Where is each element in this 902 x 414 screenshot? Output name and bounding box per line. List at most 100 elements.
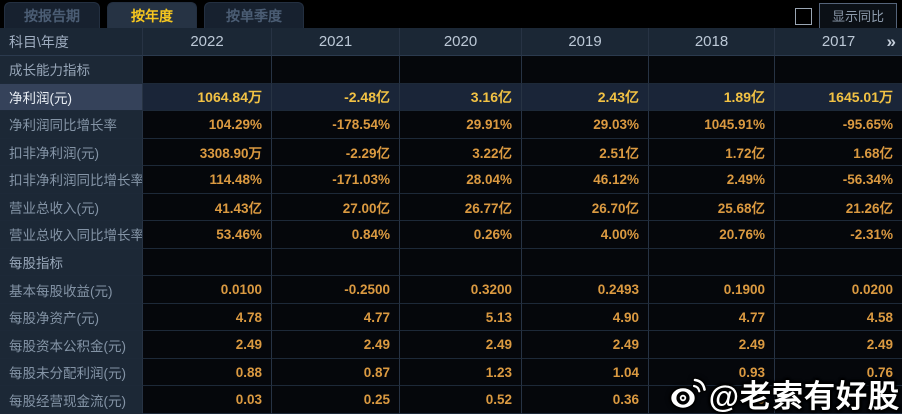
cell-value (649, 56, 775, 84)
table-row: 成长能力指标 (0, 56, 902, 84)
cell-value: 27.00亿 (272, 193, 400, 222)
cell-value: 0.3200 (400, 276, 522, 304)
table-row: 每股未分配利润(元) 0.88 0.87 1.23 1.04 0.93 0.76 (0, 358, 902, 387)
cell-value: 0.88 (143, 358, 272, 387)
row-label: 净利润同比增长率 (0, 111, 143, 139)
cell-value: 20.76% (649, 221, 775, 249)
cell-value (775, 248, 902, 277)
row-label: 净利润(元) (0, 83, 143, 112)
row-label: 每股资本公积金(元) (0, 331, 143, 359)
cell-value (400, 248, 522, 277)
table-row: 扣非净利润(元) 3308.90万 -2.29亿 3.22亿 2.51亿 1.7… (0, 138, 902, 167)
cell-value: 2.49 (522, 331, 649, 359)
cell-value: 53.46% (143, 221, 272, 249)
cell-value: 104.29% (143, 111, 272, 139)
row-label: 基本每股收益(元) (0, 276, 143, 304)
cell-value: 21.26亿 (775, 193, 902, 222)
cell-value: 3308.90万 (143, 138, 272, 167)
tab-by-report-period[interactable]: 按报告期 (4, 2, 100, 28)
cell-value: 4.77 (272, 303, 400, 332)
cell-value: -2.48亿 (272, 83, 400, 112)
cell-value: -0.2500 (272, 276, 400, 304)
cell-value: 4.58 (775, 303, 902, 332)
row-label: 营业总收入同比增长率 (0, 221, 143, 249)
cell-value: 29.91% (400, 111, 522, 139)
year-header-2017: 2017 » (775, 28, 902, 56)
cell-value (143, 56, 272, 84)
tab-by-quarter[interactable]: 按单季度 (204, 2, 304, 28)
row-label: 每股净资产(元) (0, 303, 143, 332)
cell-value: 0 (649, 386, 775, 414)
cell-value: -2.29亿 (272, 138, 400, 167)
cell-value (272, 56, 400, 84)
cell-value: 26.70亿 (522, 193, 649, 222)
cell-value: 0.76 (775, 358, 902, 387)
cell-value: 2.49 (775, 331, 902, 359)
tab-by-year[interactable]: 按年度 (107, 2, 197, 28)
year-header-2020: 2020 (400, 28, 522, 56)
cell-value: 2.51亿 (522, 138, 649, 167)
cell-value: -95.65% (775, 111, 902, 139)
show-yoy-checkbox[interactable] (794, 7, 812, 25)
cell-value (775, 56, 902, 84)
cell-value: 25.68亿 (649, 193, 775, 222)
table-row: 扣非净利润同比增长率 114.48% -171.03% 28.04% 46.12… (0, 166, 902, 194)
financial-data-table: 科目\年度 2022 2021 2020 2019 2018 2017 » 成长… (0, 28, 902, 414)
table-header-row: 科目\年度 2022 2021 2020 2019 2018 2017 » (0, 28, 902, 56)
cell-value: -171.03% (272, 166, 400, 194)
cell-value: 0.1900 (649, 276, 775, 304)
cell-value: 41.43亿 (143, 193, 272, 222)
show-yoy-control: 显示同比 (794, 3, 897, 29)
row-label: 每股未分配利润(元) (0, 358, 143, 387)
table-row: 营业总收入同比增长率 53.46% 0.84% 0.26% 4.00% 20.7… (0, 221, 902, 249)
cell-value: 1.04 (522, 358, 649, 387)
cell-value: 1045.91% (649, 111, 775, 139)
cell-value: 1064.84万 (143, 83, 272, 112)
cell-value (400, 56, 522, 84)
table-row: 每股资本公积金(元) 2.49 2.49 2.49 2.49 2.49 2.49 (0, 331, 902, 359)
row-label: 营业总收入(元) (0, 193, 143, 222)
show-yoy-button[interactable]: 显示同比 (818, 3, 897, 29)
cell-value: 4.90 (522, 303, 649, 332)
cell-value (775, 386, 902, 414)
cell-value: 3.16亿 (400, 83, 522, 112)
table-row: 净利润(元) 1064.84万 -2.48亿 3.16亿 2.43亿 1.89亿… (0, 83, 902, 112)
section-label: 成长能力指标 (0, 56, 143, 84)
cell-value: 2.49% (649, 166, 775, 194)
cell-value: 0.25 (272, 386, 400, 414)
cell-value: 1.89亿 (649, 83, 775, 112)
cell-value: 0.93 (649, 358, 775, 387)
cell-value: 1.23 (400, 358, 522, 387)
cell-value: -2.31% (775, 221, 902, 249)
cell-value: 1.68亿 (775, 138, 902, 167)
cell-value: 29.03% (522, 111, 649, 139)
cell-value: 0.2493 (522, 276, 649, 304)
year-header-2019: 2019 (522, 28, 649, 56)
cell-value: 2.49 (143, 331, 272, 359)
more-years-icon[interactable]: » (886, 31, 896, 51)
year-header-label: 2017 (821, 33, 856, 50)
row-label: 每股经营现金流(元) (0, 386, 143, 414)
cell-value (522, 248, 649, 277)
cell-value: 114.48% (143, 166, 272, 194)
cell-value: 1.72亿 (649, 138, 775, 167)
section-label: 每股指标 (0, 248, 143, 277)
cell-value: 0.84% (272, 221, 400, 249)
cell-value (522, 56, 649, 84)
table-row: 营业总收入(元) 41.43亿 27.00亿 26.77亿 26.70亿 25.… (0, 193, 902, 222)
cell-value: 1645.01万 (775, 83, 902, 112)
cell-value: -178.54% (272, 111, 400, 139)
table-row: 净利润同比增长率 104.29% -178.54% 29.91% 29.03% … (0, 111, 902, 139)
table-row: 每股经营现金流(元) 0.03 0.25 0.52 0.36 0 (0, 386, 902, 414)
cell-value: 0.0200 (775, 276, 902, 304)
cell-value: 0.52 (400, 386, 522, 414)
cell-value (143, 248, 272, 277)
cell-value: 0.87 (272, 358, 400, 387)
corner-header: 科目\年度 (0, 28, 143, 56)
cell-value: 4.00% (522, 221, 649, 249)
cell-value: 2.49 (272, 331, 400, 359)
year-header-2021: 2021 (272, 28, 400, 56)
cell-value: 2.43亿 (522, 83, 649, 112)
row-label: 扣非净利润(元) (0, 138, 143, 167)
